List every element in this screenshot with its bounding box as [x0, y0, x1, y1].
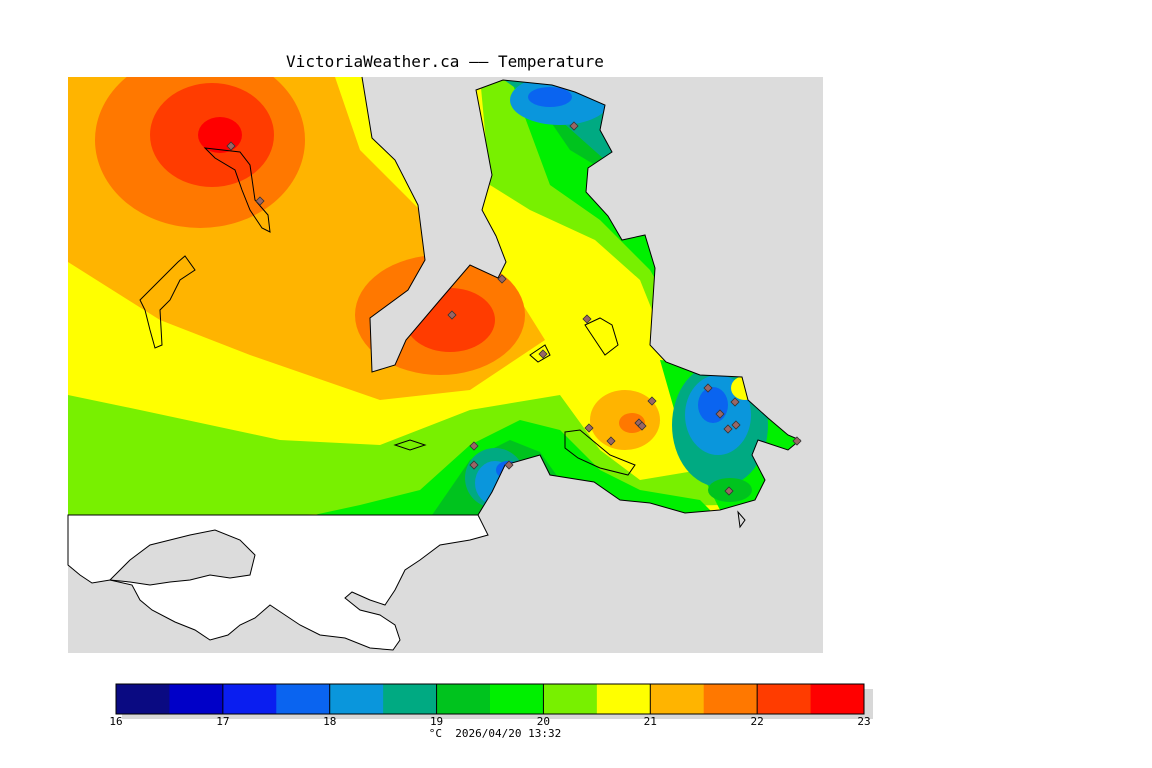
station-marker [504, 460, 514, 470]
colorbar-caption: °C 2026/04/20 13:32 [428, 727, 562, 740]
station-marker [538, 349, 548, 359]
colorbar-swatch [276, 684, 331, 714]
station-marker [497, 274, 507, 284]
colorbar-swatch [436, 684, 491, 714]
station-marker [606, 436, 616, 446]
colorbar-swatch [329, 684, 384, 714]
colorbar-swatch [222, 684, 277, 714]
colorbar-swatch [810, 684, 865, 714]
station-marker [469, 460, 479, 470]
station-markers [226, 121, 802, 496]
station-marker [647, 396, 657, 406]
station-marker [255, 196, 265, 206]
station-marker [569, 121, 579, 131]
colorbar-tick-label: 22 [751, 715, 764, 728]
colorbar-swatch [116, 684, 170, 714]
station-marker [703, 383, 713, 393]
colorbar-swatch [703, 684, 758, 714]
colorbar-tick-label: 21 [644, 715, 657, 728]
colorbar-tick-label: 20 [537, 715, 550, 728]
station-marker [226, 141, 236, 151]
station-marker [731, 420, 741, 430]
station-marker [469, 441, 479, 451]
colorbar-swatches [116, 684, 865, 714]
colorbar-swatch [490, 684, 544, 714]
colorbar-swatch [169, 684, 224, 714]
colorbar-tick-label: 17 [216, 715, 229, 728]
station-marker [723, 424, 733, 434]
coastlines [139, 76, 801, 529]
chart-title: VictoriaWeather.ca —— Temperature [286, 52, 604, 71]
colorbar-ticks: 16 17 18 19 20 21 22 23 [109, 684, 871, 728]
colorbar-swatch [596, 684, 651, 714]
colorbar-tick-label: 23 [857, 715, 870, 728]
colorbar-swatch [543, 684, 598, 714]
colorbar-swatch [383, 684, 438, 714]
station-marker [637, 421, 647, 431]
station-marker [584, 423, 594, 433]
station-marker [447, 310, 457, 320]
colorbar-tick-label: 18 [323, 715, 336, 728]
colorbar-tick-label: 16 [109, 715, 122, 728]
colorbar-swatch [650, 684, 705, 714]
station-marker [730, 397, 740, 407]
station-marker [724, 486, 734, 496]
colorbar-swatch [757, 684, 812, 714]
colorbar-tick-label: 19 [430, 715, 443, 728]
station-marker [715, 409, 725, 419]
station-marker [582, 314, 592, 324]
station-marker [792, 436, 802, 446]
